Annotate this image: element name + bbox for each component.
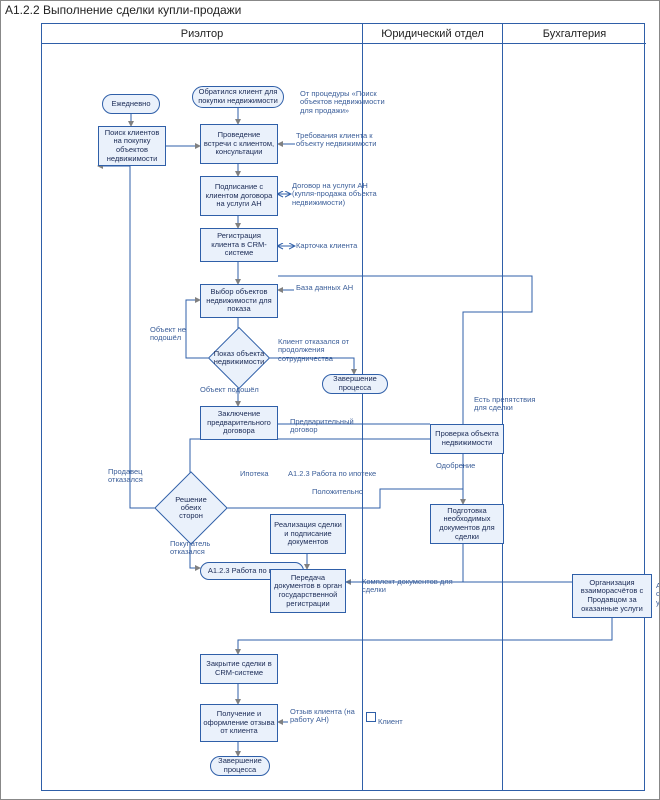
process-node: Проведение встречи с клиентом, консульта… xyxy=(200,124,278,164)
diagram-title: A1.2.2 Выполнение сделки купли-продажи xyxy=(5,3,241,17)
annotation-label: От процедуры «Поиск объектов недвижимост… xyxy=(300,90,392,115)
process-node: Подготовка необходимых документов для сд… xyxy=(430,504,504,544)
annotation-label: Ипотека xyxy=(240,470,282,478)
process-node: Заключение предварительного договора xyxy=(200,406,278,440)
annotation-label: Акт за оказанные услуги xyxy=(656,582,660,607)
edge xyxy=(238,618,612,654)
process-node: Выбор объектов недвижимости для показа xyxy=(200,284,278,318)
annotation-label: Договор на услуги АН (купля-продажа объе… xyxy=(292,182,388,207)
terminator-node: Обратился клиент для покупки недвижимост… xyxy=(192,86,284,108)
swimlane-frame: РиэлторЮридический отделБухгалтерия Ежедн… xyxy=(41,23,645,791)
annotation-label: A1.2.3 Работа по ипотеке xyxy=(288,470,388,478)
annotation-label: Положительно xyxy=(312,488,374,496)
terminator-node: Завершение процесса xyxy=(210,756,270,776)
process-node: Проверка объекта недвижимости xyxy=(430,424,504,454)
terminator-node: Завершение процесса xyxy=(322,374,388,394)
process-node: Закрытие сделки в CRM-системе xyxy=(200,654,278,684)
process-node: Получение и оформление отзыва от клиента xyxy=(200,704,278,742)
terminator-node: Ежедневно xyxy=(102,94,160,114)
process-node: Подписание с клиентом договора на услуги… xyxy=(200,176,278,216)
annotation-label: Покупатель отказался xyxy=(170,540,224,557)
data-object xyxy=(366,712,376,722)
process-node: Поиск клиентов на покупку объектов недви… xyxy=(98,126,166,166)
annotation-label: Объект подошёл xyxy=(200,386,270,394)
annotation-label: Требования клиента к объекту недвижимост… xyxy=(296,132,382,149)
decision-node: Решение обеих сторон xyxy=(165,482,217,534)
process-node: Регистрация клиента в CRM-системе xyxy=(200,228,278,262)
lane-header: Бухгалтерия xyxy=(502,24,646,44)
lane-header: Юридический отдел xyxy=(362,24,502,44)
decision-node: Показ объекта недвижимости xyxy=(217,336,261,380)
process-node: Реализация сделки и подписание документо… xyxy=(270,514,346,554)
annotation-label: Одобрение xyxy=(436,462,486,470)
annotation-label: Карточка клиента xyxy=(296,242,378,250)
annotation-label: Предварительный договор xyxy=(290,418,370,435)
process-node: Организация взаиморасчётов с Продавцом з… xyxy=(572,574,652,618)
annotation-label: Продавец отказался xyxy=(108,468,158,485)
lane-header: Риэлтор xyxy=(42,24,362,44)
annotation-label: Объект не подошёл xyxy=(150,326,192,343)
annotation-label: Комплект документов для сделки xyxy=(362,578,472,595)
swimlane-flowchart: A1.2.2 Выполнение сделки купли-продажи Р… xyxy=(0,0,660,800)
annotation-label: Клиент xyxy=(378,718,414,726)
process-node: Передача документов в орган государствен… xyxy=(270,569,346,613)
annotation-label: Клиент отказался от продолжения сотрудни… xyxy=(278,338,368,363)
annotation-label: База данных АН xyxy=(296,284,368,292)
annotation-label: Отзыв клиента (на работу АН) xyxy=(290,708,364,725)
annotation-label: Есть препятствия для сделки xyxy=(474,396,546,413)
